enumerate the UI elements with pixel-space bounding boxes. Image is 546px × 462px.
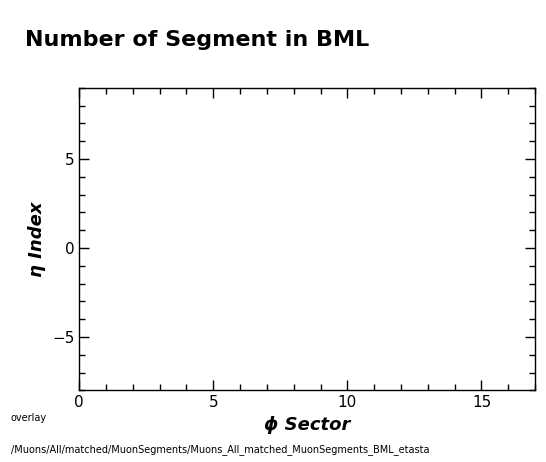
- Text: /Muons/All/matched/MuonSegments/Muons_All_matched_MuonSegments_BML_etasta: /Muons/All/matched/MuonSegments/Muons_Al…: [11, 444, 429, 455]
- Y-axis label: η Index: η Index: [28, 201, 46, 277]
- X-axis label: ϕ Sector: ϕ Sector: [264, 416, 351, 434]
- Text: overlay: overlay: [11, 413, 47, 423]
- Text: Number of Segment in BML: Number of Segment in BML: [25, 30, 370, 50]
